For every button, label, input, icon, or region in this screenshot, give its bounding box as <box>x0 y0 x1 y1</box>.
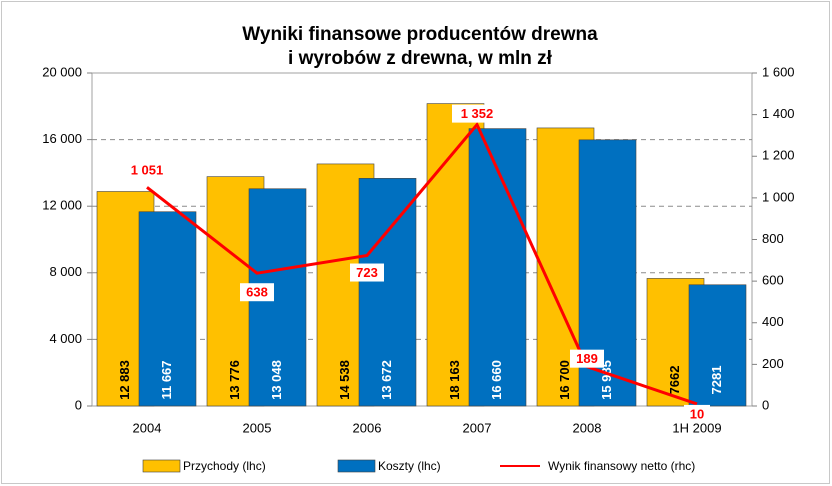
y-tick-label: 16 000 <box>42 131 82 146</box>
legend-swatch <box>142 459 181 473</box>
y2-tick-label: 200 <box>762 356 784 371</box>
bar <box>468 128 527 407</box>
chart-title: i wyrobów z drewna, w mln zł <box>288 48 553 69</box>
line-label-box <box>240 283 274 302</box>
legend-label: Przychody (lhc) <box>183 459 266 473</box>
x-tick-label: 2005 <box>243 420 272 435</box>
x-tick-label: 2006 <box>353 420 382 435</box>
y2-tick-label: 600 <box>762 273 784 288</box>
y-tick-label: 20 000 <box>42 64 82 79</box>
line-value-label: 638 <box>246 285 268 300</box>
y2-tick-label: 1 400 <box>762 106 795 121</box>
bar-value-label: 7281 <box>709 366 724 395</box>
bar-value-label: 15 985 <box>599 360 614 400</box>
bar-value-label: 12 883 <box>117 360 132 400</box>
bar <box>688 284 747 407</box>
line-value-label: 1 352 <box>461 106 494 121</box>
y2-tick-label: 1 200 <box>762 148 795 163</box>
legend-swatch <box>337 459 376 473</box>
chart-title: Wyniki finansowe producentów drewna <box>242 24 598 45</box>
y2-tick-label: 800 <box>762 231 784 246</box>
bar <box>138 211 197 407</box>
x-tick-label: 2004 <box>133 420 162 435</box>
y2-tick-label: 400 <box>762 314 784 329</box>
y2-tick-label: 1 600 <box>762 64 795 79</box>
bar-value-label: 14 538 <box>337 360 352 400</box>
legend-label: Koszty (lhc) <box>378 459 441 473</box>
bar <box>358 178 417 407</box>
y-tick-label: 12 000 <box>42 198 82 213</box>
y2-tick-label: 1 000 <box>762 189 795 204</box>
line-label-box <box>570 349 604 368</box>
y-tick-label: 4 000 <box>49 331 82 346</box>
bar-value-label: 13 048 <box>269 360 284 400</box>
bar-value-label: 13 672 <box>379 360 394 400</box>
line <box>146 121 698 406</box>
x-tick-label: 2008 <box>573 420 602 435</box>
bar-value-label: 16 700 <box>557 360 572 400</box>
line-value-label: 723 <box>356 265 378 280</box>
line-label-box <box>122 161 172 180</box>
bar-value-label: 16 660 <box>489 360 504 400</box>
bar-value-label: 11 667 <box>159 360 174 399</box>
x-tick-label: 2007 <box>463 420 492 435</box>
legend-label: Wynik finansowy netto (rhc) <box>548 459 695 473</box>
line-label-box <box>452 104 502 123</box>
line-value-label: 189 <box>576 351 598 366</box>
line-label-box <box>684 404 710 423</box>
bar-value-label: 13 776 <box>227 360 242 400</box>
x-tick-label: 1H 2009 <box>672 420 721 435</box>
y2-tick-label: 0 <box>762 397 769 412</box>
line-value-label: 10 <box>690 406 704 421</box>
line-value-label: 1 051 <box>131 163 164 178</box>
bar-value-label: 7662 <box>667 366 682 395</box>
bar-value-label: 18 163 <box>447 360 462 400</box>
y-tick-label: 8 000 <box>49 264 82 279</box>
y-tick-label: 0 <box>75 397 82 412</box>
line-label-box <box>350 263 384 282</box>
